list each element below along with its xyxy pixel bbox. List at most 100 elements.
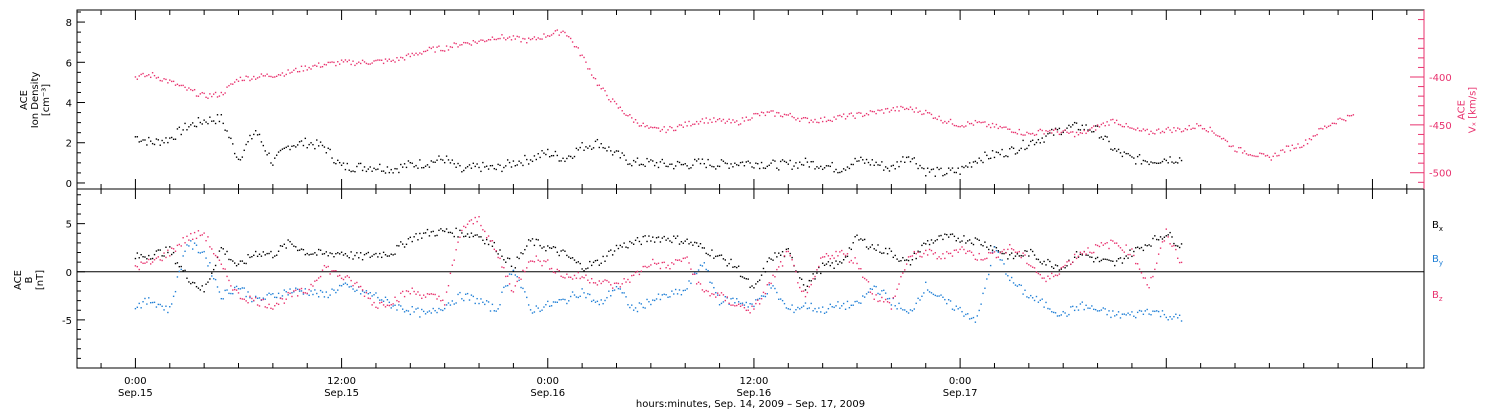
density-point — [674, 165, 677, 167]
by-point — [913, 308, 915, 310]
bx-point — [285, 247, 287, 249]
vx-point — [547, 35, 549, 37]
by-point — [842, 302, 845, 305]
vx-point — [577, 47, 580, 49]
density-point — [541, 150, 543, 152]
by-point — [350, 285, 352, 288]
by-point — [1180, 320, 1183, 322]
bx-point — [463, 235, 465, 238]
density-point — [1035, 141, 1038, 144]
density-point — [149, 140, 152, 142]
vx-point — [541, 38, 543, 40]
vx-point — [211, 95, 213, 98]
density-point — [694, 158, 696, 161]
by-point — [554, 301, 557, 303]
bz-point — [562, 276, 564, 279]
bz-point — [634, 271, 637, 274]
by-point — [587, 293, 589, 295]
bz-point — [144, 262, 146, 264]
bz-point — [1173, 244, 1175, 247]
density-point — [235, 156, 238, 158]
density-point — [539, 156, 541, 159]
bz-point — [766, 284, 768, 286]
density-point — [778, 169, 780, 171]
bx-point — [613, 250, 616, 252]
bz-point — [197, 230, 200, 232]
by-point — [989, 264, 992, 267]
bz-point — [718, 294, 721, 296]
by-point — [812, 310, 814, 312]
density-point — [802, 164, 805, 166]
by-point — [522, 287, 524, 290]
bz-point — [230, 285, 232, 287]
density-point — [434, 161, 436, 164]
by-point — [1052, 311, 1055, 314]
bx-point — [312, 253, 314, 255]
vx-point — [1297, 143, 1299, 145]
by-point — [230, 292, 232, 295]
vx-point — [1325, 126, 1328, 129]
bx-point — [1098, 260, 1101, 263]
vx-point — [634, 118, 637, 121]
by-point — [1093, 308, 1095, 311]
vx-point — [140, 73, 142, 76]
bz-point — [251, 297, 253, 300]
by-point — [245, 295, 247, 298]
by-point — [1114, 315, 1116, 317]
by-point — [646, 298, 648, 301]
bz-point — [1135, 262, 1137, 265]
by-point — [169, 306, 171, 308]
by-point — [774, 287, 776, 290]
bz-point — [356, 281, 358, 284]
bx-point — [642, 235, 644, 238]
by-point — [984, 287, 986, 289]
bz-point — [676, 259, 679, 262]
density-point — [692, 164, 694, 166]
bx-point — [440, 228, 442, 230]
by-point — [506, 284, 509, 287]
bx-point — [1161, 238, 1164, 240]
density-point — [300, 140, 303, 142]
by-point — [1049, 308, 1051, 310]
by-point — [852, 304, 854, 306]
density-point — [684, 163, 686, 165]
bx-point — [1157, 239, 1160, 241]
density-point — [934, 175, 936, 177]
by-point — [638, 302, 641, 304]
density-point — [781, 159, 784, 161]
density-point — [1073, 121, 1076, 124]
by-point — [718, 304, 721, 306]
density-point — [1045, 135, 1047, 137]
density-point — [768, 164, 770, 167]
bx-point — [940, 234, 942, 237]
bz-point — [1106, 242, 1108, 244]
vx-point — [138, 75, 140, 77]
vx-point — [1035, 133, 1038, 136]
by-point — [233, 286, 236, 289]
bz-point — [755, 302, 757, 305]
by-point — [190, 240, 192, 242]
bx-point — [610, 249, 612, 251]
bx-point — [875, 249, 877, 252]
bx-point — [1054, 264, 1057, 266]
bz-point — [1066, 261, 1068, 263]
bz-point — [1098, 245, 1101, 248]
density-point — [144, 139, 146, 141]
density-point — [577, 149, 580, 151]
bz-point — [466, 223, 469, 225]
by-point — [1030, 294, 1032, 297]
vx-point — [1333, 122, 1335, 125]
bx-point — [961, 240, 963, 242]
by-point — [535, 305, 538, 307]
by-point — [644, 307, 646, 309]
bx-point — [235, 264, 238, 267]
bx-point — [590, 264, 593, 267]
density-point — [522, 164, 524, 167]
by-point — [403, 311, 406, 313]
density-point — [766, 165, 768, 168]
bx-point — [281, 245, 284, 247]
bx-point — [942, 238, 944, 241]
bx-point — [409, 236, 412, 239]
bx-point — [478, 236, 480, 238]
vx-point — [594, 77, 597, 80]
